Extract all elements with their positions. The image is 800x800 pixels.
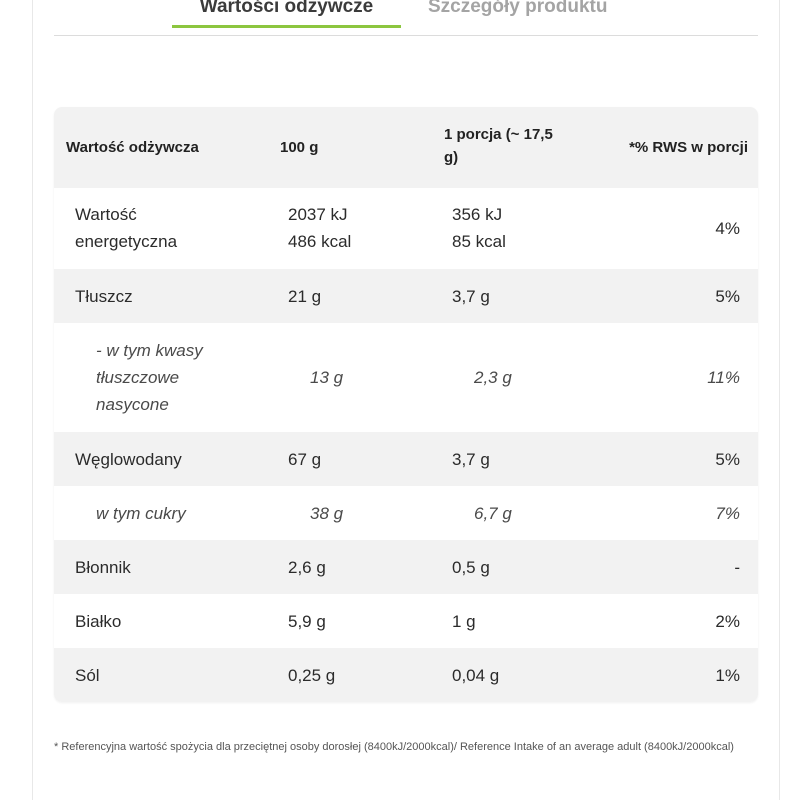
header-rws: *% RWS w porcji — [629, 139, 748, 156]
value-rws: - — [734, 558, 740, 577]
value-per-portion: 2,3 g — [474, 368, 512, 387]
table-row: Błonnik 2,6 g 0,5 g - — [54, 540, 758, 594]
value-per-100g: 38 g — [310, 504, 344, 523]
value-rws: 4% — [715, 219, 740, 238]
nutrient-name: Błonnik — [75, 558, 131, 577]
nutrient-name: - w tym kwasy tłuszczowe nasycone — [96, 341, 203, 414]
table-row: Węglowodany 67 g 3,7 g 5% — [54, 432, 758, 486]
table-header-row: Wartość odżywcza 100 g 1 porcja (~ 17,5 … — [54, 107, 758, 188]
tab-nutrition-values[interactable]: Wartości odżywcze — [172, 0, 401, 28]
header-per-100g: 100 g — [280, 139, 319, 156]
nutrient-name: Tłuszcz — [75, 287, 133, 306]
value-per-portion: 356 kJ 85 kcal — [452, 205, 506, 251]
nutrition-table: Wartość odżywcza 100 g 1 porcja (~ 17,5 … — [54, 107, 758, 702]
nutrient-name: Węglowodany — [75, 450, 182, 469]
value-per-portion: 3,7 g — [452, 450, 490, 469]
value-per-100g: 67 g — [288, 450, 322, 469]
header-portion: 1 porcja (~ 17,5 g) — [444, 126, 553, 166]
value-per-100g: 5,9 g — [288, 612, 326, 631]
value-rws: 5% — [715, 450, 740, 469]
value-rws: 11% — [707, 368, 740, 387]
table-row: w tym cukry 38 g 6,7 g 7% — [54, 486, 758, 540]
reference-intake-footnote: * Referencyjna wartość spożycia dla prze… — [54, 741, 734, 753]
value-per-100g: 0,25 g — [288, 666, 336, 685]
value-rws: 2% — [715, 612, 740, 631]
value-per-portion: 0,5 g — [452, 558, 490, 577]
content-frame — [32, 0, 780, 800]
value-per-100g: 13 g — [310, 368, 344, 387]
value-per-portion: 1 g — [452, 612, 476, 631]
nutrient-name: Sól — [75, 666, 100, 685]
value-per-portion: 0,04 g — [452, 666, 500, 685]
value-rws: 1% — [715, 666, 740, 685]
table-row: Tłuszcz 21 g 3,7 g 5% — [54, 269, 758, 323]
value-per-portion: 6,7 g — [474, 504, 512, 523]
value-per-100g: 21 g — [288, 287, 322, 306]
value-rws: 5% — [715, 287, 740, 306]
nutrient-name: w tym cukry — [96, 504, 186, 523]
value-per-portion: 3,7 g — [452, 287, 490, 306]
table-row: Wartość energetyczna 2037 kJ 486 kcal 35… — [54, 188, 758, 269]
header-nutrient: Wartość odżywcza — [66, 139, 199, 156]
table-row: Białko 5,9 g 1 g 2% — [54, 594, 758, 648]
value-per-100g: 2,6 g — [288, 558, 326, 577]
value-per-100g: 2037 kJ 486 kcal — [288, 205, 352, 251]
nutrient-name: Białko — [75, 612, 122, 631]
value-rws: 7% — [715, 504, 740, 523]
tab-product-details[interactable]: Szczegóły produktu — [428, 0, 608, 17]
tab-bar: Wartości odżywcze Szczegóły produktu — [54, 0, 758, 36]
nutrient-name: Wartość energetyczna — [75, 205, 178, 251]
table-row: Sól 0,25 g 0,04 g 1% — [54, 648, 758, 702]
table-row: - w tym kwasy tłuszczowe nasycone 13 g 2… — [54, 323, 758, 432]
